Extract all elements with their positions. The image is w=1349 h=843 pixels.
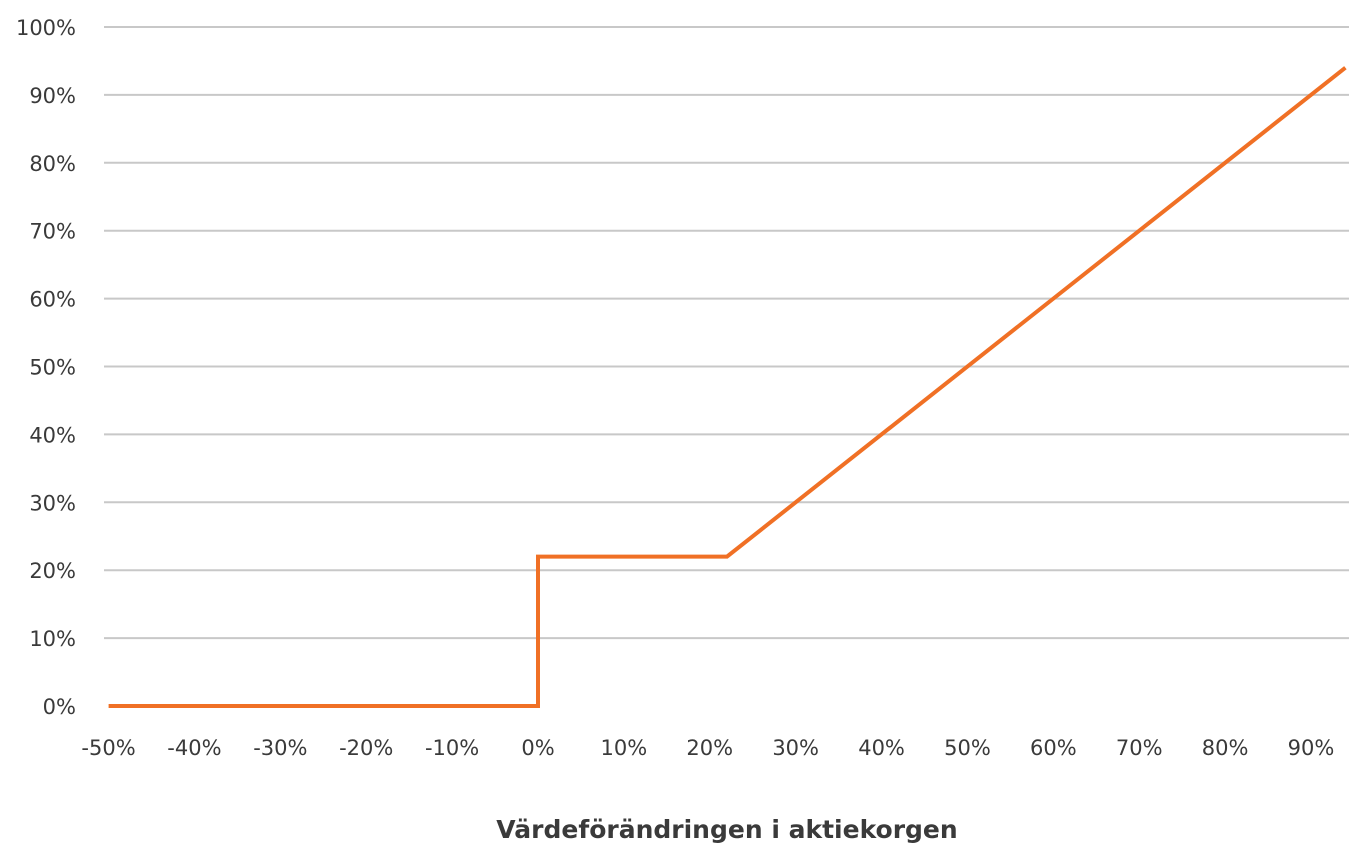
y-tick-label: 80% — [29, 152, 76, 176]
x-axis-title: Värdeförändringen i aktiekorgen — [496, 815, 957, 843]
x-tick-label: 10% — [601, 736, 648, 760]
y-tick-label: 50% — [29, 356, 76, 380]
x-tick-label: 90% — [1288, 736, 1335, 760]
series-group — [108, 66, 1347, 708]
y-tick-label: 90% — [29, 84, 76, 108]
x-tick-label: -50% — [81, 736, 135, 760]
x-tick-label: 80% — [1202, 736, 1249, 760]
x-tick-label: -40% — [167, 736, 221, 760]
y-tick-label: 100% — [16, 16, 76, 40]
x-axis-tick-labels: -50% -40% -30% -20% -10% 0% 10% 20% 30% 40% 50% 60%… — [81, 736, 1334, 760]
y-tick-label: 60% — [29, 288, 76, 312]
y-tick-label: 40% — [29, 423, 76, 447]
x-tick-label: 60% — [1030, 736, 1077, 760]
x-tick-label: 30% — [772, 736, 819, 760]
y-tick-label: 70% — [29, 220, 76, 244]
x-tick-label: -20% — [339, 736, 393, 760]
x-tick-label: 20% — [686, 736, 733, 760]
x-tick-label: 0% — [521, 736, 554, 760]
y-tick-label: 20% — [29, 559, 76, 583]
x-tick-label: 70% — [1116, 736, 1163, 760]
y-tick-label: 0% — [43, 695, 76, 719]
x-tick-label: 40% — [858, 736, 905, 760]
series-line — [108, 66, 1347, 708]
x-tick-label: 50% — [944, 736, 991, 760]
y-tick-label: 10% — [29, 627, 76, 651]
x-tick-label: -10% — [425, 736, 479, 760]
y-tick-label: 30% — [29, 491, 76, 515]
x-tick-label: -30% — [253, 736, 307, 760]
y-axis-tick-labels: 0% 10% 20% 30% 40% 50% 60% 70% 80% 90% 100% — [16, 16, 76, 719]
gridlines — [104, 26, 1349, 640]
